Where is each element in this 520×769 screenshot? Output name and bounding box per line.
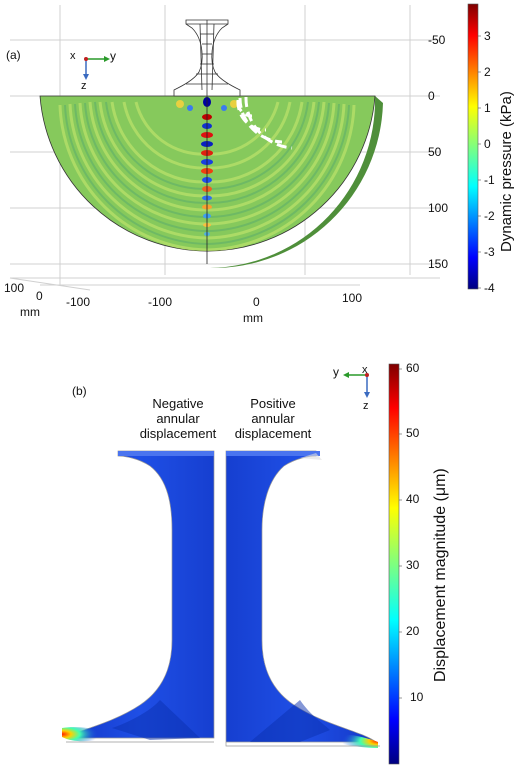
panel-b-axis-triad bbox=[343, 372, 370, 398]
displacement-colorbar-title: Displacement magnitude (μm) bbox=[432, 468, 449, 682]
pressure-colorbar-tick: -1 bbox=[484, 173, 495, 187]
z-tick-label: 100 bbox=[428, 201, 449, 215]
panel-a-triad-x-label: x bbox=[70, 50, 76, 62]
horn-left-half-negative bbox=[62, 450, 215, 743]
pressure-colorbar-tick: -3 bbox=[484, 245, 495, 259]
positive-displacement-caption: Positive annular displacement bbox=[234, 396, 312, 441]
panel-a-axis-triad bbox=[83, 56, 110, 80]
horn-right-half-positive bbox=[225, 450, 380, 748]
negative-displacement-caption: Negative annular displacement bbox=[139, 396, 217, 441]
pressure-field-hemisphere bbox=[39, 95, 383, 269]
y-tick-label: -100 bbox=[66, 295, 91, 309]
pressure-colorbar-tick: 3 bbox=[484, 29, 491, 43]
y-tick-label: -100 bbox=[148, 295, 173, 309]
panel-a-triad-z-label: z bbox=[81, 80, 87, 92]
pressure-colorbar-tick: 1 bbox=[484, 101, 491, 115]
x-tick-label: 0 bbox=[36, 289, 43, 303]
displacement-colorbar-tick: 10 bbox=[410, 690, 424, 704]
pressure-colorbar-tick: -2 bbox=[484, 209, 495, 223]
pressure-colorbar-tick: 2 bbox=[484, 65, 491, 79]
displacement-colorbar-tick: 60 bbox=[406, 361, 420, 375]
y-tick-label: 0 bbox=[253, 295, 260, 309]
pressure-colorbar-tick: -4 bbox=[484, 281, 495, 295]
x-axis-unit: mm bbox=[20, 305, 40, 319]
z-tick-label: 0 bbox=[428, 89, 435, 103]
pressure-colorbar-title: Dynamic pressure (kPa) bbox=[498, 91, 515, 252]
panel-b-triad-y-label: y bbox=[333, 365, 339, 379]
pressure-colorbar-tick: 0 bbox=[484, 137, 491, 151]
z-tick-label: 50 bbox=[428, 145, 442, 159]
displacement-colorbar-tick: 20 bbox=[406, 624, 420, 638]
z-tick-label: -50 bbox=[428, 33, 446, 47]
y-axis-unit: mm bbox=[243, 311, 263, 325]
displacement-colorbar bbox=[388, 363, 402, 765]
pressure-colorbar bbox=[467, 3, 481, 290]
displacement-colorbar-tick: 50 bbox=[406, 426, 420, 440]
y-tick-label: 100 bbox=[342, 291, 363, 305]
panel-b-triad-z-label: z bbox=[363, 400, 369, 412]
panel-b-label: (b) bbox=[72, 384, 87, 398]
panel-a-label: (a) bbox=[6, 48, 21, 62]
panel-b-triad-x-label: x bbox=[362, 364, 368, 376]
panel-a-triad-y-label: y bbox=[110, 49, 116, 63]
transducer-horn-wireframe bbox=[173, 19, 241, 97]
wavefront-arcs bbox=[236, 96, 293, 150]
displacement-colorbar-tick: 40 bbox=[406, 492, 420, 506]
displacement-colorbar-tick: 30 bbox=[406, 558, 420, 572]
x-tick-label: 100 bbox=[4, 281, 25, 295]
z-tick-label: 150 bbox=[428, 257, 449, 271]
